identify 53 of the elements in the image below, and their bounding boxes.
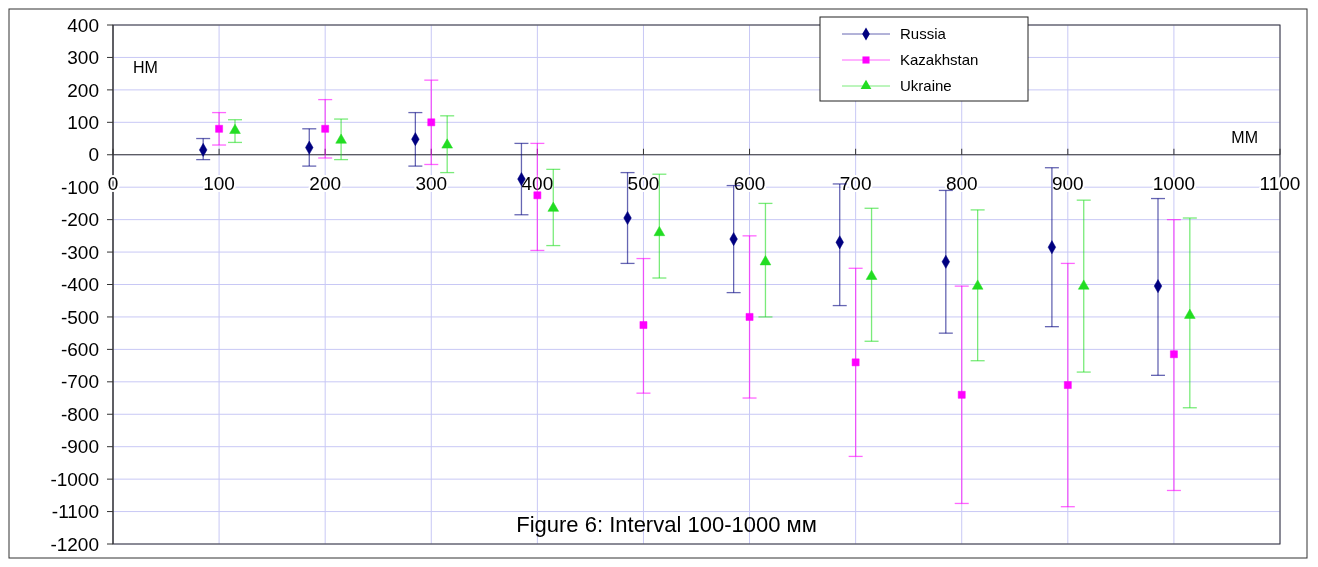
y-tick-label: -500 — [60, 306, 99, 328]
y-tick-label: -1200 — [50, 533, 99, 555]
y-tick-label: -600 — [60, 339, 99, 361]
x-tick-label: 500 — [627, 172, 660, 194]
point — [1078, 279, 1090, 290]
legend-label: Russia — [900, 25, 947, 43]
point — [745, 313, 754, 321]
x-tick-label: 300 — [415, 172, 448, 194]
x-tick-label: 700 — [839, 172, 872, 194]
point — [1153, 279, 1163, 293]
point — [1170, 350, 1178, 359]
point — [335, 133, 347, 144]
y-tick-label: 400 — [67, 14, 99, 36]
point — [321, 125, 329, 133]
point — [759, 255, 772, 266]
y-tick-label: 0 — [88, 144, 99, 166]
point — [547, 201, 559, 212]
y-tick-label: -900 — [60, 436, 99, 458]
point — [851, 358, 860, 367]
point — [229, 123, 241, 134]
x-tick-label: 800 — [945, 172, 978, 194]
annotation: Figure 6: Interval 100-1000 мм — [516, 512, 817, 537]
point — [441, 138, 453, 149]
legend-label: Kazakhstan — [900, 51, 979, 69]
y-tick-label: -300 — [60, 241, 99, 263]
y-tick-label: 200 — [67, 79, 99, 101]
x-tick-label: 1100 — [1259, 172, 1301, 194]
point — [639, 321, 648, 329]
y-tick-label: 300 — [67, 47, 99, 69]
point — [427, 118, 436, 127]
point — [972, 279, 984, 290]
y-tick-label: -700 — [60, 371, 99, 393]
x-tick-label: 200 — [309, 172, 342, 194]
legend-label: Ukraine — [900, 77, 952, 95]
point — [865, 269, 878, 280]
point — [957, 391, 966, 399]
y-tick-label: 100 — [67, 111, 99, 133]
y-tick-label: -1000 — [50, 468, 99, 490]
x-axis-title: ММ — [1231, 128, 1258, 146]
x-tick-label: 1000 — [1152, 172, 1196, 194]
x-tick-label: 100 — [203, 172, 235, 194]
point — [653, 226, 665, 236]
x-tick-label: 600 — [733, 172, 766, 194]
point — [1064, 381, 1072, 389]
y-tick-label: -1100 — [51, 501, 99, 523]
y-tick-label: -800 — [60, 403, 99, 425]
y-tick-label: -400 — [60, 274, 99, 296]
point — [215, 125, 223, 133]
y-tick-label: -100 — [60, 176, 99, 198]
y-tick-label: -200 — [60, 209, 99, 231]
point — [1184, 308, 1196, 319]
x-tick-label: 900 — [1051, 172, 1084, 194]
y-axis-title: НМ — [133, 59, 158, 76]
